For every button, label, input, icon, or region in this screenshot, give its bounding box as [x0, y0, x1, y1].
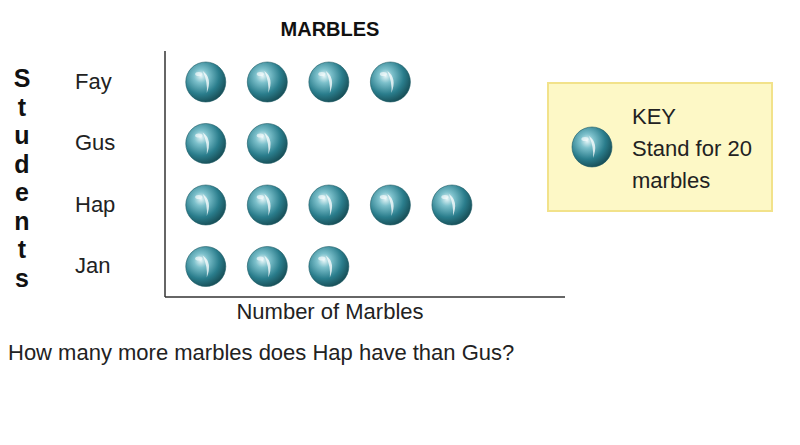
- html-text:t: t: [17, 92, 27, 121]
- html-text:KEY: KEY: [632, 104, 676, 129]
- html-text:u: u: [14, 121, 30, 149]
- html-text:e: e: [15, 178, 29, 206]
- html-text:MARBLES: MARBLES: [280, 18, 380, 40]
- html-text:t: t: [17, 235, 27, 263]
- svg-text:Jan: Jan: [75, 253, 110, 278]
- html-text:d: d: [14, 149, 30, 178]
- html-text:Stand for 20 marbles: Stand for 20 marbles: [632, 136, 752, 193]
- svg-text:Fay: Fay: [75, 69, 112, 94]
- html-text:S: S: [13, 64, 31, 92]
- html-text:How many more marbles does Hap: How many more marbles does Hap have than…: [8, 340, 515, 365]
- html-text:s: s: [15, 263, 29, 292]
- svg-text:Gus: Gus: [75, 130, 115, 155]
- html-text:Number of Marbles: Number of Marbles: [236, 299, 424, 324]
- svg-text:Hap: Hap: [75, 192, 115, 217]
- html-text:n: n: [14, 206, 30, 235]
